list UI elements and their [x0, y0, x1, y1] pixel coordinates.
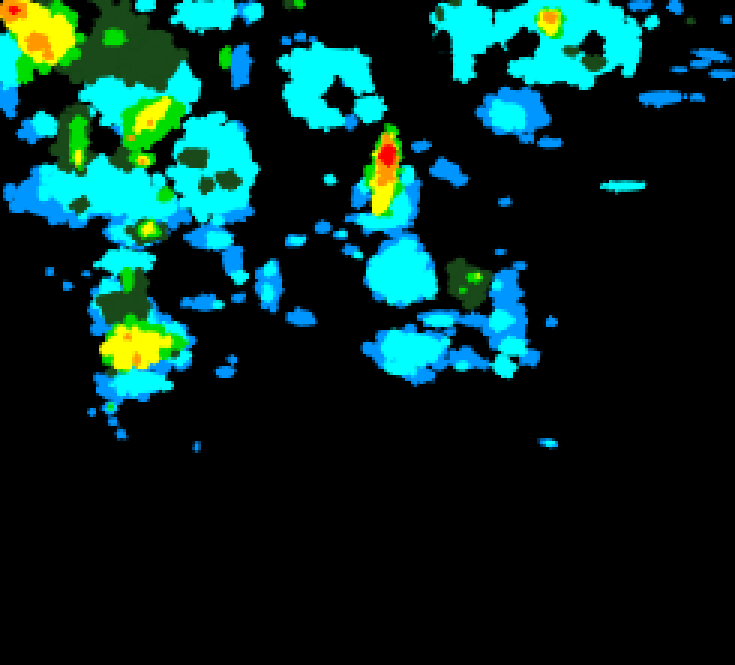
radar-image [0, 0, 735, 665]
radar-map-canvas [0, 0, 735, 665]
